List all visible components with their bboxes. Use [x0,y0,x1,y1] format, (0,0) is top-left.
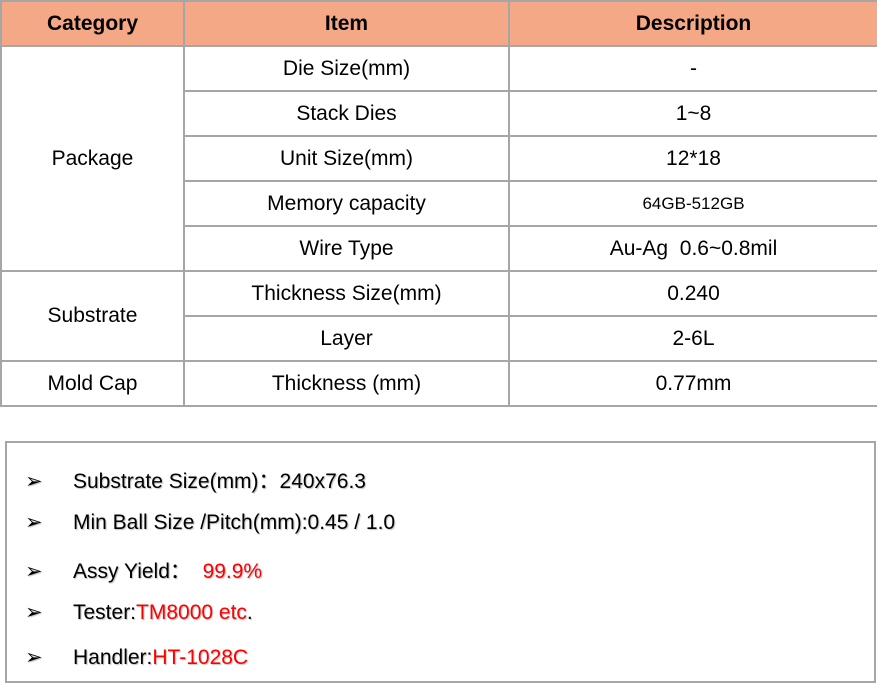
table-row: Package Die Size(mm) - [0,45,877,272]
spec-table: Category Item Description Package Die Si… [0,0,877,407]
table-row: Layer 2-6L [1,315,877,362]
bullet-item: ➢ Assy Yield： 99.9% [25,555,262,585]
category-cell: Mold Cap [0,360,185,407]
bullet-item: ➢ Handler:HT-1028C [25,645,248,670]
header-description: Description [508,0,877,47]
item-cell: Wire Type [183,225,510,272]
bullet-value: 240x76.3 [279,470,366,493]
bullet-item: ➢ Min Ball Size /Pitch(mm):0.45 / 1.0 [25,510,395,535]
description-cell: 0.240 [508,270,877,317]
item-cell: Thickness (mm) [183,360,510,407]
arrowhead-bullet-icon: ➢ [25,470,43,493]
table-row: Unit Size(mm) 12*18 [1,135,877,182]
arrowhead-bullet-icon: ➢ [25,511,43,534]
bullet-label: Handler: [73,646,153,669]
description-cell: Au-Ag 0.6~0.8mil [508,225,877,272]
description-cell: 12*18 [508,135,877,182]
item-cell: Layer [183,315,510,362]
header-category: Category [0,0,185,47]
description-cell: 64GB-512GB [508,180,877,227]
item-cell: Stack Dies [183,90,510,137]
bullet-value: 99.9% [202,560,263,583]
item-cell: Die Size(mm) [183,45,510,92]
bullet-label: Substrate Size(mm)： [73,470,280,493]
table-row: Substrate Thickness Size(mm) 0.240 [0,270,877,362]
table-row: Wire Type Au-Ag 0.6~0.8mil [1,225,877,272]
description-cell: 0.77mm [508,360,877,407]
description-cell: 1~8 [508,90,877,137]
header-row: Category Item Description [0,0,877,47]
table-row: Stack Dies 1~8 [1,90,877,137]
arrowhead-bullet-icon: ➢ [25,646,43,669]
bullet-label: Tester: [73,601,137,624]
bullet-list-box: ➢ Substrate Size(mm)：240x76.3 ➢ Min Ball S… [5,441,876,683]
arrowhead-bullet-icon: ➢ [25,601,43,624]
bullet-value: HT-1028C [152,646,249,669]
description-cell: - [508,45,877,92]
category-cell: Package [0,45,185,272]
table-row: Memory capacity 64GB-512GB [1,180,877,227]
header-item: Item [183,0,510,47]
item-cell: Unit Size(mm) [183,135,510,182]
arrowhead-bullet-icon: ➢ [25,560,43,583]
table-row: Mold Cap Thickness (mm) 0.77mm [0,360,877,407]
item-cell: Thickness Size(mm) [183,270,510,317]
bullet-suffix: . [246,601,253,624]
description-cell: 2-6L [508,315,877,362]
bullet-item: ➢ Substrate Size(mm)：240x76.3 [25,465,366,495]
bullet-value: TM8000 etc [136,601,247,624]
item-cell: Memory capacity [183,180,510,227]
category-cell: Substrate [0,270,185,362]
bullet-value: 0.45 / 1.0 [307,511,396,534]
bullet-item: ➢ Tester:TM8000 etc. [25,600,253,625]
bullet-label: Assy Yield： [73,560,203,583]
bullet-label: Min Ball Size /Pitch(mm): [73,511,308,534]
